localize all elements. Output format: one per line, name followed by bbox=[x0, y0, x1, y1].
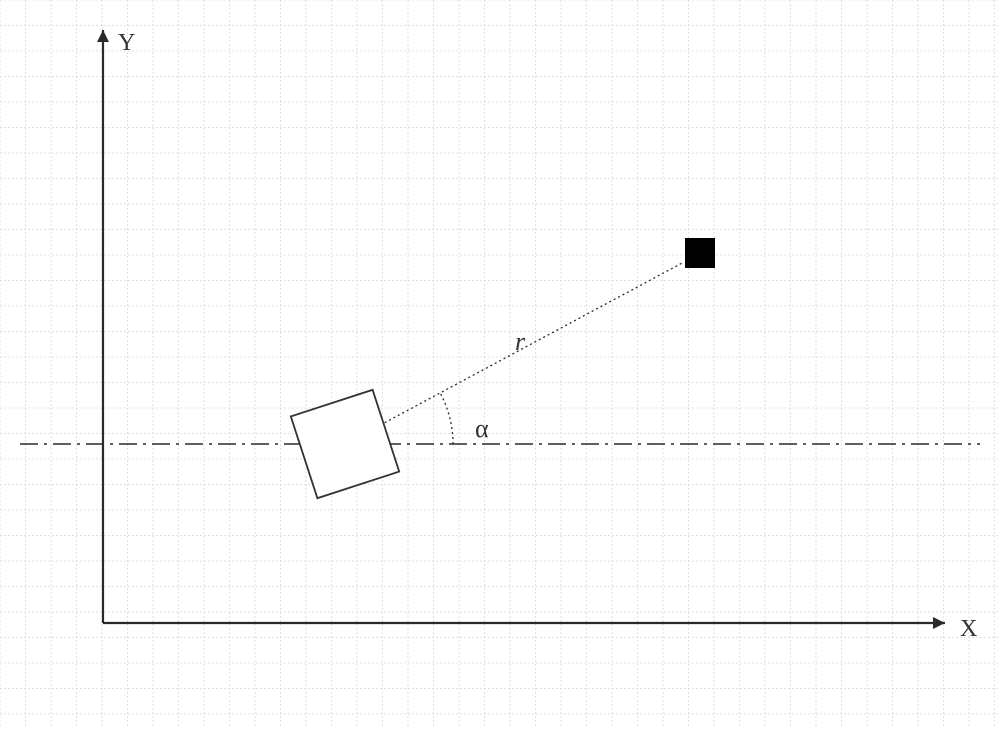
x-axis-label: X bbox=[960, 616, 977, 643]
alpha-label: α bbox=[475, 414, 489, 444]
diagram-svg bbox=[0, 0, 1000, 727]
coordinate-diagram: Y X r α bbox=[0, 0, 1000, 727]
y-axis-label: Y bbox=[118, 30, 135, 57]
r-label: r bbox=[515, 327, 525, 357]
